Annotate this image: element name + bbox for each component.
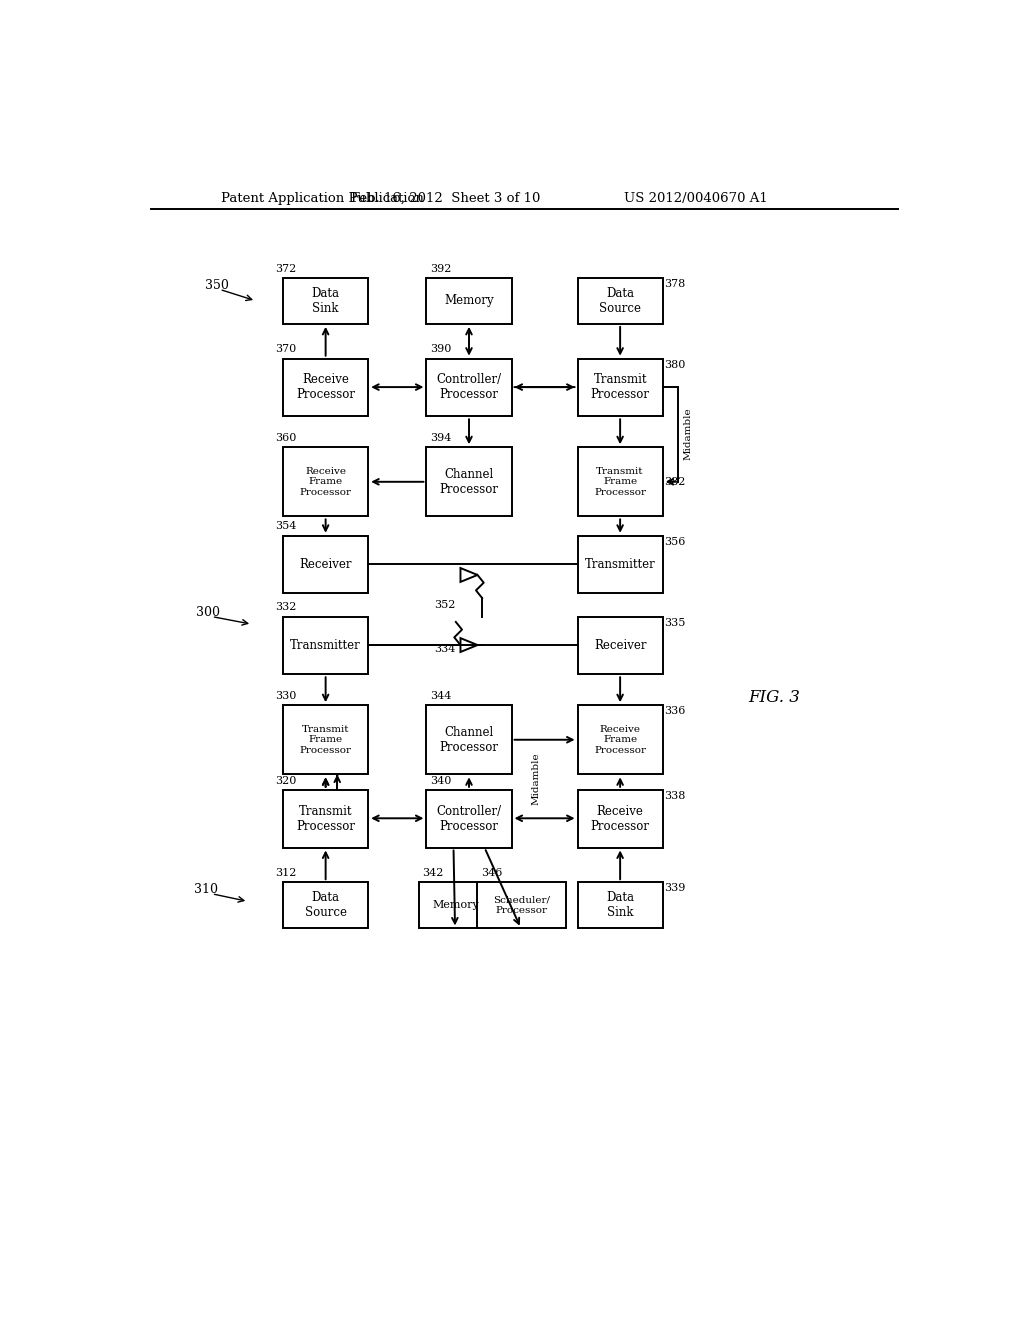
Text: Transmitter: Transmitter [585,558,655,572]
Bar [283,359,369,416]
Bar [419,882,493,928]
Text: 352: 352 [434,601,456,610]
Text: 336: 336 [665,706,686,717]
Text: 346: 346 [480,869,502,878]
Text: Receive
Frame
Processor: Receive Frame Processor [594,725,646,755]
Text: Midamble: Midamble [531,752,541,805]
Text: Memory: Memory [432,900,479,911]
Text: 378: 378 [665,279,685,289]
Text: Transmitter: Transmitter [290,639,361,652]
Text: 332: 332 [275,602,297,612]
Text: Patent Application Publication: Patent Application Publication [221,191,424,205]
Text: 312: 312 [275,869,297,878]
Text: Feb. 16, 2012  Sheet 3 of 10: Feb. 16, 2012 Sheet 3 of 10 [351,191,541,205]
Text: Controller/
Processor: Controller/ Processor [436,805,502,833]
Bar [578,882,663,928]
Bar [477,882,566,928]
Text: 356: 356 [665,537,686,546]
Text: Receive
Processor: Receive Processor [296,374,355,401]
Bar [283,789,369,847]
Text: Data
Sink: Data Sink [606,891,634,919]
Bar [578,536,663,594]
Text: 335: 335 [665,618,686,628]
Text: Transmit
Frame
Processor: Transmit Frame Processor [300,725,351,755]
Text: 382: 382 [665,477,686,487]
Text: Controller/
Processor: Controller/ Processor [436,374,502,401]
Bar [426,447,512,516]
Text: Midamble: Midamble [683,408,692,461]
Text: 390: 390 [430,345,452,354]
Text: Data
Source: Data Source [304,891,347,919]
Text: 334: 334 [434,644,456,653]
Text: 344: 344 [430,690,452,701]
Text: 320: 320 [275,776,297,785]
Text: Data
Sink: Data Sink [311,286,340,315]
Text: Channel
Processor: Channel Processor [439,467,499,496]
Text: 354: 354 [275,521,297,532]
Text: 370: 370 [275,345,297,354]
Bar [426,359,512,416]
Text: US 2012/0040670 A1: US 2012/0040670 A1 [624,191,768,205]
Bar [578,616,663,675]
Text: 310: 310 [194,883,218,896]
Bar [283,882,369,928]
Text: Receive
Frame
Processor: Receive Frame Processor [300,467,351,496]
Text: Transmit
Frame
Processor: Transmit Frame Processor [594,467,646,496]
Text: Transmit
Processor: Transmit Processor [591,374,649,401]
Bar [283,536,369,594]
Text: Receive
Processor: Receive Processor [591,805,649,833]
Text: 394: 394 [430,433,452,444]
Text: 338: 338 [665,791,686,801]
Bar [283,616,369,675]
Bar [283,447,369,516]
Bar [283,705,369,775]
Text: FIG. 3: FIG. 3 [748,689,800,706]
Bar [283,277,369,323]
Bar [426,277,512,323]
Bar [578,359,663,416]
Bar [578,277,663,323]
Text: 300: 300 [197,606,220,619]
Text: Transmit
Processor: Transmit Processor [296,805,355,833]
Text: 360: 360 [275,433,297,444]
Text: 350: 350 [206,279,229,292]
Text: 392: 392 [430,264,452,273]
Text: 339: 339 [665,883,686,894]
Text: 330: 330 [275,690,297,701]
Bar [426,789,512,847]
Text: Channel
Processor: Channel Processor [439,726,499,754]
Text: 372: 372 [275,264,297,273]
Text: Receiver: Receiver [299,558,352,572]
Text: Memory: Memory [444,294,494,308]
Bar [426,705,512,775]
Text: 340: 340 [430,776,452,785]
Text: Receiver: Receiver [594,639,646,652]
Bar [578,705,663,775]
Text: 380: 380 [665,360,686,370]
Text: Scheduler/
Processor: Scheduler/ Processor [493,895,550,915]
Bar [578,789,663,847]
Bar [578,447,663,516]
Text: 342: 342 [423,869,443,878]
Text: Data
Source: Data Source [599,286,641,315]
